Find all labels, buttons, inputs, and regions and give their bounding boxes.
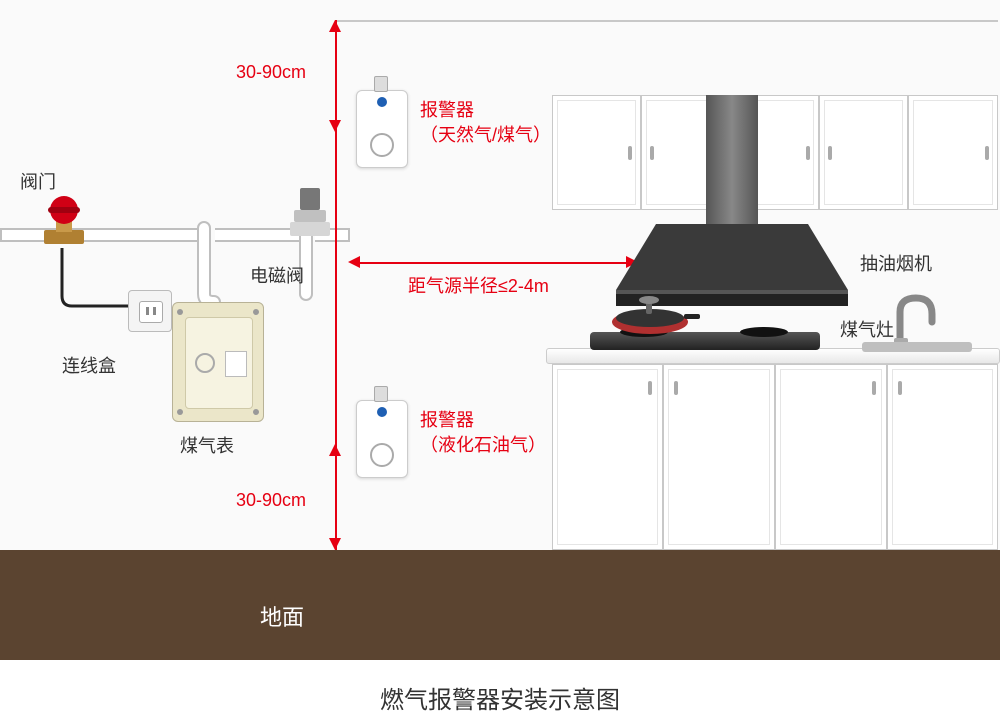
pan-icon bbox=[606, 292, 702, 336]
dist-horiz-label: 距气源半径≤2-4m bbox=[408, 272, 549, 298]
upper-cabinets bbox=[552, 95, 998, 210]
arrowhead bbox=[329, 444, 341, 456]
alarm-top-sensor bbox=[374, 76, 388, 92]
gas-meter bbox=[172, 302, 264, 422]
alarm-bottom-l1: 报警器 bbox=[420, 408, 546, 433]
valve-label: 阀门 bbox=[20, 168, 56, 194]
red-hline bbox=[355, 262, 632, 264]
alarm-bottom-sensor bbox=[374, 386, 388, 402]
alarm-top-label: 报警器 （天然气/煤气） bbox=[420, 98, 551, 148]
alarm-bottom-l2: （液化石油气） bbox=[420, 433, 546, 458]
ground-label: 地面 bbox=[260, 600, 304, 632]
arrowhead bbox=[348, 256, 360, 268]
solenoid-valve-icon bbox=[286, 186, 334, 244]
alarm-top-l2: （天然气/煤气） bbox=[420, 123, 551, 148]
alarm-top bbox=[356, 90, 408, 168]
gas-pipe-main bbox=[0, 228, 205, 242]
diagram-title: 燃气报警器安装示意图 bbox=[0, 680, 1000, 715]
valve-icon bbox=[34, 190, 94, 250]
ceiling-line bbox=[335, 20, 998, 22]
sink bbox=[862, 342, 972, 352]
alarm-bottom-label: 报警器 （液化石油气） bbox=[420, 408, 546, 458]
junction-box-label: 连线盒 bbox=[62, 352, 116, 378]
red-vline bbox=[335, 20, 337, 550]
arrowhead bbox=[329, 120, 341, 132]
range-hood-label: 抽油烟机 bbox=[860, 250, 932, 276]
junction-box bbox=[128, 290, 172, 332]
range-hood-duct bbox=[706, 95, 758, 229]
diagram-canvas: 深圳市博达创电子有限公司 深圳市博达创电子有限公司 深圳市博达创电子有限公司 深… bbox=[0, 0, 1000, 725]
arrowhead bbox=[329, 538, 341, 550]
lower-cabinets bbox=[552, 364, 998, 550]
alarm-bottom bbox=[356, 400, 408, 478]
solenoid-valve-label: 电磁阀 bbox=[250, 262, 304, 288]
dist-top-label: 30-90cm bbox=[236, 62, 306, 83]
ground bbox=[0, 550, 1000, 660]
dist-bottom-label: 30-90cm bbox=[236, 490, 306, 511]
arrowhead bbox=[329, 20, 341, 32]
gas-meter-label: 煤气表 bbox=[180, 432, 234, 458]
pipe-bend-1 bbox=[196, 228, 226, 308]
alarm-top-l1: 报警器 bbox=[420, 98, 551, 123]
